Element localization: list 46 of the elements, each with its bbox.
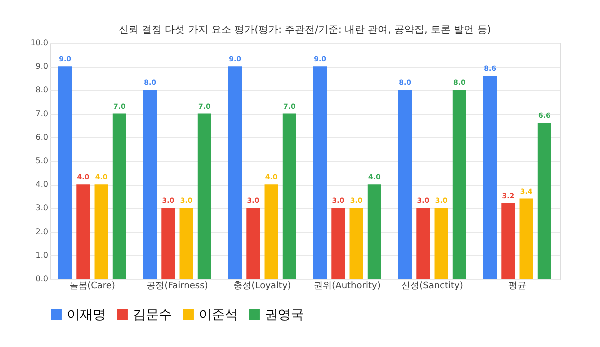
- bar: [434, 208, 448, 279]
- y-tick-label: 2.0: [36, 227, 48, 236]
- bar: [162, 208, 176, 279]
- x-tick-label: 돌봄(Care): [70, 282, 116, 292]
- bar: [180, 208, 194, 279]
- y-tick-label: 7.0: [36, 109, 48, 118]
- bar: [228, 66, 242, 279]
- y-tick-label: 5.0: [36, 156, 48, 166]
- bar: [314, 66, 328, 279]
- bar: [58, 66, 72, 279]
- y-tick-label: 3.0: [36, 204, 48, 213]
- legend-label: 이재명: [67, 308, 106, 323]
- bar: [282, 114, 296, 279]
- bar: [502, 203, 516, 279]
- bar: [368, 184, 382, 279]
- bar: [520, 198, 534, 279]
- y-tick-label: 4.0: [36, 180, 48, 190]
- chart-title: 신뢰 결정 다섯 가지 요소 평가(평가: 주관전/기준: 내란 관여, 공약집, 토론 발언 등): [118, 25, 492, 36]
- legend-label: 권영국: [265, 308, 304, 323]
- y-tick-label: 8.0: [36, 86, 48, 95]
- bar: [452, 90, 466, 279]
- bar: [76, 184, 90, 279]
- legend-label: 김문수: [133, 308, 172, 323]
- bar: [94, 184, 108, 279]
- bar: [332, 208, 346, 279]
- x-tick-label: 공정(Fairness): [146, 282, 208, 292]
- y-tick-label: 6.0: [36, 132, 48, 142]
- bar: [484, 76, 498, 279]
- x-tick-label: 권위(Authority): [314, 282, 381, 292]
- y-tick-label: 1.0: [36, 250, 48, 260]
- bar: [112, 114, 126, 279]
- bar: [264, 184, 278, 279]
- bar: [398, 90, 412, 279]
- bar: [538, 123, 552, 279]
- x-tick-label: 충성(Loyalty): [234, 282, 292, 292]
- bar: [416, 208, 430, 279]
- bar: [246, 208, 260, 279]
- x-tick-label: 신성(Sanctity): [402, 282, 464, 292]
- bar: [144, 90, 158, 279]
- bar: [350, 208, 364, 279]
- x-tick-label: 평균: [508, 282, 526, 292]
- bar: [198, 114, 212, 279]
- legend-label: 이준석: [199, 308, 238, 323]
- y-tick-label: 10.0: [30, 38, 48, 48]
- y-tick-label: 9.0: [36, 62, 48, 72]
- y-tick-label: 0.0: [36, 274, 48, 284]
